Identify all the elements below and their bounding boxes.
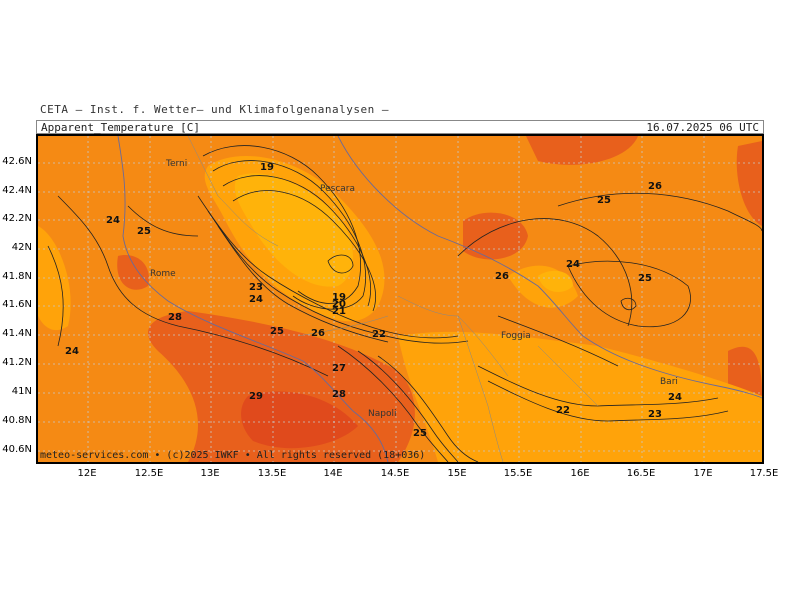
lon-label: 14E: [323, 468, 343, 479]
city-label: Napoli: [368, 409, 396, 419]
city-label: Rome: [150, 269, 176, 279]
contour-label: 23: [648, 409, 662, 420]
contour-label: 19: [260, 162, 274, 173]
hot-zone-northeast: [526, 136, 638, 165]
contour-label: 22: [372, 329, 386, 340]
lon-label: 14.5E: [380, 468, 410, 479]
contour-label: 25: [137, 226, 151, 237]
lat-label: 41.2N: [2, 357, 32, 368]
lon-label: 13.5E: [257, 468, 287, 479]
credits-bar: meteo-services.com • (c)2025 IWKF • All …: [40, 450, 426, 461]
contour-label: 29: [249, 391, 263, 402]
lat-label: 42.6N: [2, 156, 32, 167]
lat-label: 42.2N: [2, 213, 32, 224]
contour-label: 21: [332, 306, 346, 317]
contour-lines: [47, 145, 762, 462]
lat-label: 41.4N: [2, 328, 32, 339]
contour-label: 22: [556, 405, 570, 416]
lat-label: 41.6N: [2, 299, 32, 310]
valid-time: 16.07.2025 06 UTC: [646, 121, 759, 134]
hot-zone-rome: [117, 255, 149, 290]
lon-label: 16E: [570, 468, 590, 479]
lat-label: 42.4N: [2, 185, 32, 196]
contour-label: 24: [249, 294, 263, 305]
contour-label: 24: [668, 392, 682, 403]
region-borders: [187, 136, 599, 462]
hottest-zone: [241, 391, 358, 449]
contour-label: 25: [638, 273, 652, 284]
contour-label: 28: [168, 312, 182, 323]
contour-label: 25: [413, 428, 427, 439]
contour-label: 26: [311, 328, 325, 339]
contour-label: 24: [106, 215, 120, 226]
lat-label: 40.6N: [2, 444, 32, 455]
map-area: Terni Pescara Rome Foggia Napoli Bari 19…: [36, 134, 764, 464]
lon-label: 16.5E: [626, 468, 656, 479]
lat-label: 42N: [11, 242, 32, 253]
contour-label: 27: [332, 363, 346, 374]
hot-zone-east: [736, 141, 762, 226]
coolest-zone: [234, 173, 353, 287]
contour-label: 26: [495, 271, 509, 282]
lon-label: 13E: [200, 468, 220, 479]
city-label: Foggia: [501, 331, 531, 341]
gridlines: [38, 136, 762, 462]
contour-label: 24: [566, 259, 580, 270]
lon-label: 12.5E: [134, 468, 164, 479]
variable-title: Apparent_Temperature [C]: [41, 121, 200, 134]
contour-label: 28: [332, 389, 346, 400]
hot-zone-gargano: [463, 212, 528, 260]
lat-label: 41.8N: [2, 271, 32, 282]
contour-label: 24: [65, 346, 79, 357]
lat-label: 40.8N: [2, 415, 32, 426]
lon-label: 15.5E: [503, 468, 533, 479]
contour-label: 25: [270, 326, 284, 337]
coastline: [117, 136, 762, 462]
header-institute: CETA – Inst. f. Wetter– und Klimafolgena…: [40, 103, 390, 116]
contour-label: 20: [332, 299, 346, 310]
title-bar: Apparent_Temperature [C] 16.07.2025 06 U…: [36, 120, 764, 134]
city-label: Terni: [165, 159, 187, 169]
contour-label: 19: [332, 292, 346, 303]
contour-label: 23: [249, 282, 263, 293]
lon-label: 17E: [693, 468, 713, 479]
lat-label: 41N: [11, 386, 32, 397]
contour-label: 26: [648, 181, 662, 192]
lon-label: 15E: [447, 468, 467, 479]
city-label: Pescara: [320, 184, 355, 194]
coolest-zone-small: [538, 270, 573, 292]
lon-label: 17.5E: [749, 468, 779, 479]
city-label: Bari: [660, 377, 678, 387]
contour-label: 25: [597, 195, 611, 206]
lon-label: 12E: [77, 468, 97, 479]
temperature-map: Terni Pescara Rome Foggia Napoli Bari 19…: [38, 136, 762, 462]
